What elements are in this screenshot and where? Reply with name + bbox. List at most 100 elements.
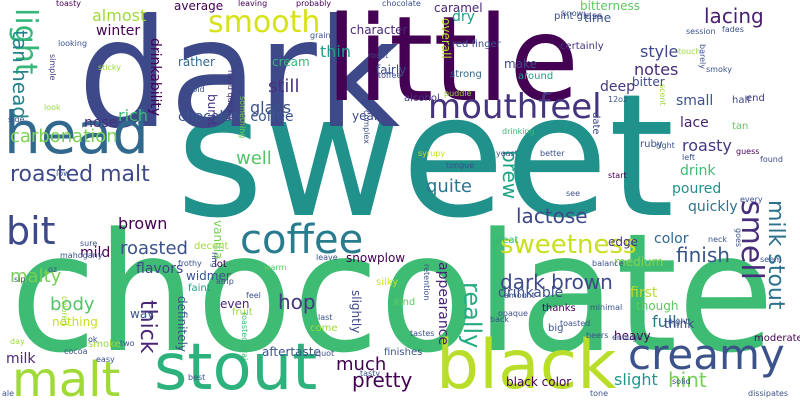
word: silky: [376, 277, 399, 288]
word: syrupy: [418, 149, 446, 158]
word: colored: [60, 296, 69, 326]
word: strong: [450, 69, 482, 80]
word: left: [682, 153, 695, 162]
word: malty: [10, 266, 62, 287]
word: head: [4, 99, 149, 167]
word: ruby: [640, 139, 663, 150]
word: mild: [80, 245, 111, 261]
word: year: [352, 109, 379, 123]
word: snowplow: [346, 251, 406, 265]
word: milk: [6, 351, 36, 367]
word: way: [130, 307, 155, 321]
word: seem: [760, 255, 782, 264]
word: style: [640, 42, 679, 61]
word: average: [174, 0, 224, 13]
word: scent: [658, 84, 667, 106]
word: rather: [178, 55, 215, 69]
word: drink: [680, 163, 716, 179]
word: mahogany: [60, 251, 103, 260]
word: black color: [506, 375, 572, 389]
word: finish: [676, 243, 730, 267]
word: tan: [732, 121, 749, 132]
word: dark brown: [500, 270, 613, 294]
word: slightly: [349, 290, 363, 334]
word: hint: [668, 368, 707, 392]
word: slight: [614, 370, 658, 389]
word: coffee: [240, 217, 364, 263]
word: drinking: [502, 127, 535, 136]
word: bit: [6, 209, 56, 253]
word: character: [350, 23, 408, 37]
word: low: [56, 169, 70, 178]
word: black: [436, 326, 617, 400]
word: appearance: [435, 262, 451, 346]
word: fairly: [376, 63, 407, 77]
word: ale: [2, 389, 15, 398]
word: 12oz: [608, 95, 628, 104]
word: see: [566, 189, 581, 198]
word: time: [584, 11, 612, 25]
word: probably: [296, 0, 332, 8]
word: widmer: [186, 269, 231, 283]
word: light: [8, 8, 43, 75]
word: cream: [272, 55, 310, 69]
word: head quickly: [226, 70, 235, 121]
word: color: [654, 231, 689, 247]
word: decent: [194, 241, 229, 252]
word: malt: [12, 352, 121, 400]
word: aftertaste: [262, 345, 321, 359]
word: guess: [736, 147, 760, 156]
word: moderate: [754, 333, 800, 344]
word: come: [310, 323, 338, 334]
word: best: [188, 373, 206, 382]
word: smooth: [208, 5, 321, 40]
word: tongue: [446, 161, 475, 170]
word: sweet: [176, 58, 675, 256]
word: though: [636, 299, 679, 313]
word: ring: [210, 252, 219, 268]
word: heavy: [614, 329, 651, 343]
word: quite: [426, 176, 472, 197]
word: quot: [316, 349, 335, 358]
word: medium: [614, 255, 664, 269]
word: red finger: [452, 39, 501, 50]
word: first: [630, 285, 658, 301]
word: creamy: [628, 330, 785, 379]
word: chocolate: [10, 198, 775, 389]
word: sweetness: [500, 230, 637, 260]
word: well: [236, 148, 272, 169]
word: thin: [320, 42, 351, 61]
word: even: [220, 297, 250, 311]
word: beers: [586, 331, 609, 340]
word: something: [238, 96, 247, 139]
word: lactose: [516, 204, 588, 228]
word: looking: [58, 39, 88, 48]
word: thanks: [542, 303, 576, 314]
word: dark: [78, 0, 401, 162]
word: roasted grain: [240, 312, 249, 366]
word: fruit: [232, 307, 253, 318]
word: pretty: [352, 368, 413, 392]
word: warm: [264, 263, 287, 272]
word: right: [656, 141, 675, 150]
word: chocolate: [382, 0, 421, 8]
word: nose: [84, 115, 118, 131]
word: drinkability: [147, 38, 163, 117]
word: yeast: [496, 149, 518, 158]
word: date: [590, 112, 601, 135]
word: look: [44, 103, 61, 112]
word: vanilla: [211, 220, 225, 260]
word: tone: [590, 389, 609, 398]
word: burnt: [205, 94, 219, 127]
word: side: [8, 115, 25, 124]
word: leave: [316, 253, 338, 262]
word: toffee: [378, 71, 402, 80]
word: grain: [310, 31, 331, 40]
word: simple: [48, 54, 57, 81]
word: rich: [118, 106, 148, 125]
word: brown: [118, 214, 168, 233]
word: touch: [678, 47, 701, 56]
word: every: [740, 195, 763, 204]
word: frothy: [178, 259, 202, 268]
word: certainly: [560, 41, 604, 52]
